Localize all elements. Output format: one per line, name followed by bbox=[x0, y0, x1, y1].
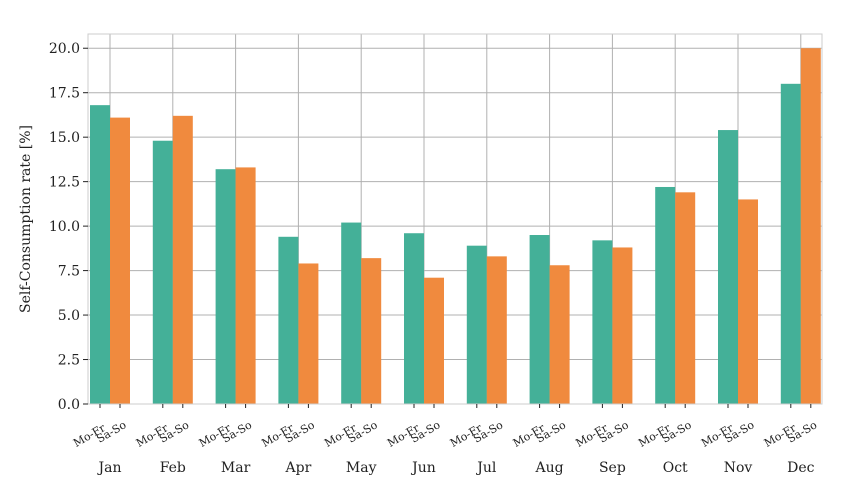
bar-mo-fr-nov bbox=[718, 130, 738, 405]
grid bbox=[88, 34, 822, 405]
bar-sa-so-dec bbox=[800, 48, 821, 404]
bar-mo-fr-may bbox=[341, 222, 362, 404]
bar-sa-so-nov bbox=[738, 199, 758, 404]
x-axis-ticks: Mo-FrSa-SoJanMo-FrSa-SoFebMo-FrSa-SoMarM… bbox=[71, 404, 820, 476]
y-axis-ticks: 0.0 2.5 5.0 7.5 10.0 12.5 15.0 17.5 20.0 bbox=[49, 41, 88, 413]
bar-sa-so-jul bbox=[486, 256, 507, 404]
bar-sa-so-may bbox=[361, 258, 382, 404]
bar-mo-fr-feb bbox=[152, 140, 173, 404]
bar-sa-so-jun bbox=[424, 277, 444, 404]
bar-mo-fr-aug bbox=[529, 235, 550, 404]
y-tick-label: 5.0 bbox=[58, 308, 80, 324]
x-tick-label: Jul bbox=[475, 460, 497, 476]
y-tick-label: 2.5 bbox=[58, 353, 80, 369]
bar-sa-so-mar bbox=[235, 167, 256, 404]
bar-sa-so-jan bbox=[110, 117, 130, 404]
x-tick-label: Oct bbox=[663, 460, 688, 476]
y-tick-label: 17.5 bbox=[49, 86, 80, 102]
y-axis-label: Self-Consumption rate [%] bbox=[18, 125, 34, 313]
bar-sa-so-sep bbox=[612, 247, 633, 404]
x-tick-label: Feb bbox=[160, 460, 186, 476]
y-tick-label: 12.5 bbox=[49, 175, 80, 191]
bar-mo-fr-oct bbox=[655, 186, 676, 404]
x-tick-label: May bbox=[346, 460, 377, 476]
x-tick-label: Jun bbox=[410, 460, 436, 476]
x-tick-label: Apr bbox=[285, 460, 312, 476]
bar-mo-fr-dec bbox=[780, 83, 801, 405]
bars bbox=[90, 48, 821, 405]
plot-frame bbox=[87, 33, 823, 405]
axes bbox=[87, 33, 823, 405]
y-tick-label: 15.0 bbox=[49, 130, 80, 146]
bar-sa-so-apr bbox=[298, 263, 319, 404]
bar-mo-fr-mar bbox=[215, 169, 236, 404]
bar-mo-fr-sep bbox=[592, 240, 613, 404]
y-tick-label: 0.0 bbox=[58, 397, 80, 413]
bar-mo-fr-apr bbox=[278, 236, 299, 404]
bar-sa-so-feb bbox=[172, 115, 193, 405]
bar-mo-fr-jul bbox=[466, 245, 487, 404]
bar-mo-fr-jun bbox=[404, 233, 424, 404]
x-tick-label: Nov bbox=[724, 460, 753, 476]
bar-sa-so-aug bbox=[549, 265, 570, 404]
x-tick-label: Mar bbox=[221, 460, 251, 476]
x-tick-label: Aug bbox=[535, 460, 564, 476]
x-tick-label: Sep bbox=[599, 460, 626, 476]
y-tick-label: 7.5 bbox=[58, 264, 80, 280]
x-tick-label: Jan bbox=[97, 460, 122, 476]
x-tick-label: Dec bbox=[787, 460, 815, 476]
bar-sa-so-oct bbox=[675, 192, 696, 404]
y-tick-label: 20.0 bbox=[49, 41, 80, 57]
y-tick-label: 10.0 bbox=[49, 219, 80, 235]
bar-mo-fr-jan bbox=[90, 105, 110, 405]
